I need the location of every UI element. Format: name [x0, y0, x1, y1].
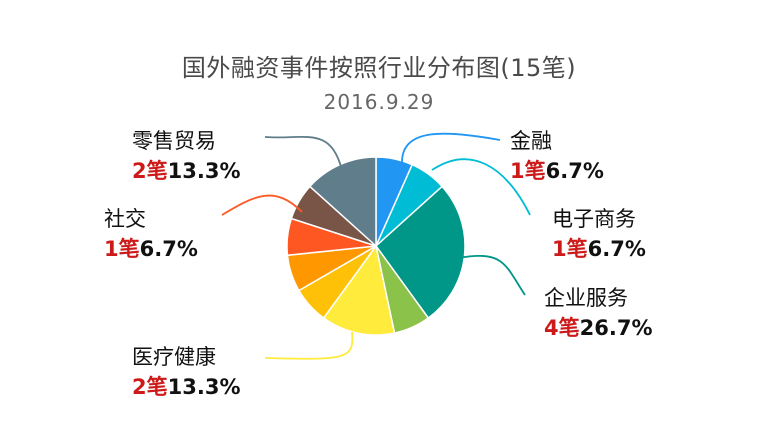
leader-line: [457, 254, 526, 296]
slice-percent: 6.7%: [545, 159, 604, 183]
slice-count: 2: [132, 375, 147, 399]
leader-line: [431, 158, 531, 216]
slice-percent: 13.3%: [167, 159, 241, 183]
slice-unit: 笔: [146, 375, 168, 399]
slice-count: 1: [510, 159, 525, 183]
slice-label-social: 社交 1笔6.7%: [104, 204, 198, 264]
slice-label-finance: 金融 1笔6.7%: [510, 126, 604, 186]
slice-percent: 26.7%: [579, 316, 653, 340]
slice-label-name: 社交: [104, 207, 146, 231]
slice-unit: 笔: [566, 237, 588, 261]
leader-line: [401, 132, 501, 163]
slice-label-name: 金融: [510, 129, 552, 153]
pie-slice: [374, 185, 466, 320]
slice-percent: 6.7%: [139, 237, 198, 261]
slice-label-name: 电子商务: [552, 207, 636, 231]
slice-percent: 6.7%: [587, 237, 646, 261]
leader-line: [264, 331, 354, 360]
slice-label-ecommerce: 电子商务 1笔6.7%: [552, 204, 646, 264]
slice-label-healthcare: 医疗健康 2笔13.3%: [132, 342, 240, 402]
slice-count: 1: [552, 237, 567, 261]
slice-label-name: 企业服务: [544, 286, 628, 310]
slice-percent: 13.3%: [167, 375, 241, 399]
slice-label-enterprise-services: 企业服务 4笔26.7%: [544, 283, 652, 343]
slice-unit: 笔: [524, 159, 546, 183]
slice-unit: 笔: [146, 159, 168, 183]
slice-unit: 笔: [118, 237, 140, 261]
leader-line: [221, 194, 303, 216]
slice-count: 4: [544, 316, 559, 340]
slice-label-name: 医疗健康: [132, 345, 216, 369]
pie-slice: [322, 244, 396, 336]
slice-unit: 笔: [558, 316, 580, 340]
chart-title: 国外融资事件按照行业分布图(15笔): [181, 54, 577, 82]
slice-count: 1: [104, 237, 119, 261]
slice-label-retail: 零售贸易 2笔13.3%: [132, 126, 240, 186]
leader-line: [264, 135, 343, 171]
chart-subtitle: 2016.9.29: [323, 90, 435, 114]
slice-count: 2: [132, 159, 147, 183]
slice-label-name: 零售贸易: [132, 129, 216, 153]
